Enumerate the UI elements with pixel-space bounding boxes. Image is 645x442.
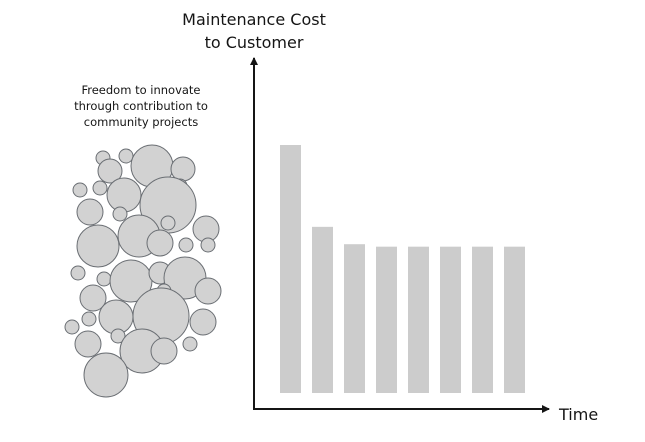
bubble [79,284,107,312]
bubble [112,206,128,222]
bubble [182,336,198,352]
annotation-line-2: through contribution to [74,99,208,113]
bar-6 [440,246,461,393]
annotation-line-3: community projects [84,115,198,129]
bubble [97,158,123,184]
bar-5 [408,246,429,393]
y-axis-title-line-1: Maintenance Cost [182,10,326,29]
bubble [178,237,194,253]
y-axis-title-line-2: to Customer [205,33,304,52]
bubble [83,352,129,398]
bubble [96,271,112,287]
bar-1 [280,145,301,393]
bubble [150,337,178,365]
bubble [81,311,97,327]
bubble [72,182,88,198]
bubble [70,265,86,281]
bubble [74,330,102,358]
bar-2 [312,226,333,393]
bar-8 [504,246,525,393]
bubble [160,215,176,231]
bar-3 [344,244,365,393]
bubble [194,277,222,305]
bubble [92,180,108,196]
bar-7 [472,246,493,393]
bubble [146,229,174,257]
bar-4 [376,246,397,393]
bar-series [280,145,525,393]
bubble [76,224,120,268]
bubble [76,198,104,226]
bubble [118,148,134,164]
x-axis-title: Time [558,405,598,424]
annotation-line-1: Freedom to innovate [81,83,200,97]
bubble [110,328,126,344]
bubble [64,319,80,335]
bubble [189,308,217,336]
bubble [200,237,216,253]
community-bubbles-illustration [64,144,222,398]
bubble [106,177,142,213]
